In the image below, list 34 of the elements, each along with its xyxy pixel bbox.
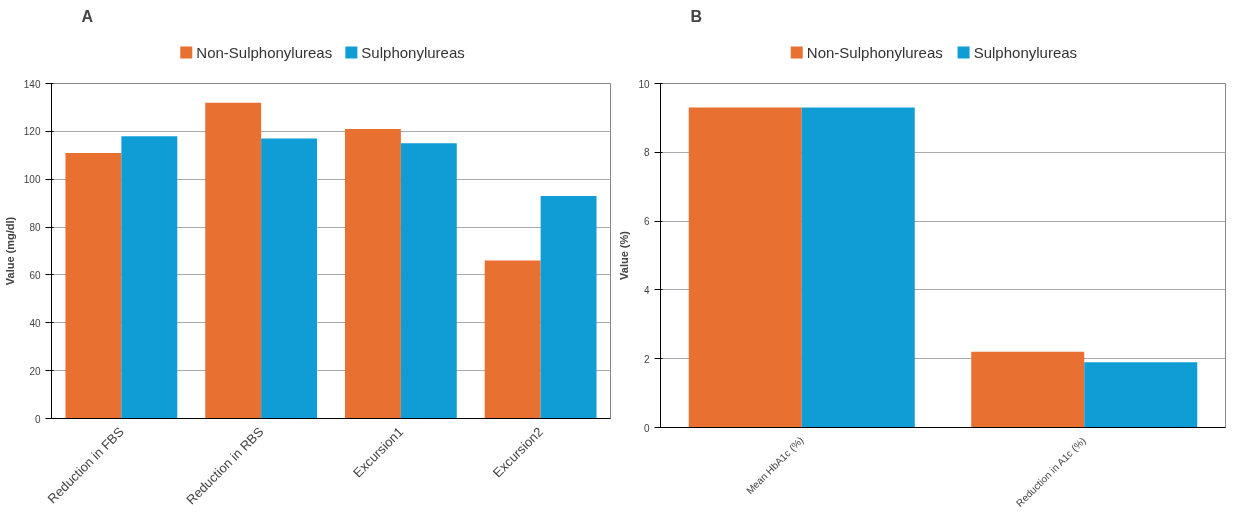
y-tick-label: 120 [23, 126, 41, 138]
bar [344, 128, 401, 419]
y-tick-label: 6 [643, 216, 650, 228]
bar [205, 102, 262, 419]
y-tick-label: 20 [29, 365, 41, 377]
y-tick-label: 80 [29, 222, 41, 234]
y-tick-label: 8 [643, 147, 650, 159]
chart-title: A [81, 7, 94, 25]
y-tick-label: 100 [23, 174, 41, 186]
bar [801, 107, 915, 428]
bar [1084, 362, 1198, 428]
legend-label: Sulphonylureas [361, 44, 465, 61]
bar [688, 107, 802, 428]
y-tick-label: 2 [643, 353, 650, 365]
bar [971, 351, 1085, 428]
y-tick-label: 60 [29, 269, 41, 281]
y-axis-title: Value (%) [618, 230, 631, 280]
chart-title: B [690, 7, 703, 25]
bar [540, 195, 597, 419]
legend-label: Non-Sulphonylureas [196, 44, 333, 61]
legend-label: Sulphonylureas [973, 44, 1078, 61]
y-tick-label: 0 [643, 422, 650, 434]
bar [261, 138, 318, 419]
y-tick-label: 10 [638, 78, 650, 90]
bar [121, 136, 178, 419]
legend-label: Non-Sulphonylureas [806, 44, 943, 61]
y-tick-label: 0 [34, 413, 41, 425]
y-axis-title: Value (mg/dl) [3, 216, 16, 286]
bar [400, 143, 457, 419]
y-tick-label: 140 [23, 78, 41, 90]
y-tick-label: 4 [643, 284, 650, 296]
bar [484, 260, 541, 419]
y-tick-label: 40 [29, 317, 41, 329]
bar [65, 152, 122, 419]
